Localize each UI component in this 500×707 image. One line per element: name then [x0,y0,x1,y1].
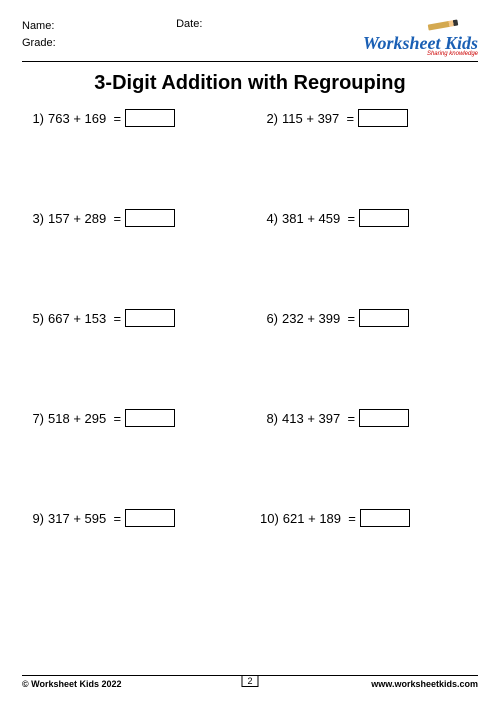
answer-box[interactable] [125,309,175,327]
problem-number: 8) [260,411,278,426]
problem-expression: 232 + 399 = [282,311,355,326]
problem-expression: 621 + 189 = [283,511,356,526]
problem-number: 7) [26,411,44,426]
problem-number: 2) [260,111,278,126]
worksheet-header: Name: Grade: Date: Worksheet Kids Sharin… [22,18,478,62]
answer-box[interactable] [125,209,175,227]
answer-box[interactable] [125,409,175,427]
date-label: Date: [176,18,202,30]
page-title: 3-Digit Addition with Regrouping [22,72,478,95]
name-label: Name: [22,18,56,35]
answer-box[interactable] [359,409,409,427]
answer-box[interactable] [358,109,408,127]
answer-box[interactable] [359,209,409,227]
problem-expression: 115 + 397 = [282,111,354,126]
problem-7: 7) 518 + 295 = [26,409,240,427]
problem-number: 1) [26,111,44,126]
copyright-text: © Worksheet Kids 2022 [22,679,122,689]
student-info: Name: Grade: [22,18,56,51]
problem-number: 4) [260,211,278,226]
problem-expression: 317 + 595 = [48,511,121,526]
answer-box[interactable] [125,509,175,527]
problem-5: 5) 667 + 153 = [26,309,240,327]
pencil-icon [428,19,459,30]
worksheet-footer: © Worksheet Kids 2022 2 www.worksheetkid… [22,675,478,689]
problem-number: 10) [260,511,279,526]
problems-grid: 1) 763 + 169 = 2) 115 + 397 = 3) 157 + 2… [22,109,478,527]
logo-title: Worksheet Kids [363,33,478,53]
problem-expression: 763 + 169 = [48,111,121,126]
problem-2: 2) 115 + 397 = [260,109,474,127]
problem-number: 5) [26,311,44,326]
page-number: 2 [241,675,258,687]
answer-box[interactable] [359,309,409,327]
problem-expression: 381 + 459 = [282,211,355,226]
problem-number: 9) [26,511,44,526]
problem-number: 6) [260,311,278,326]
problem-6: 6) 232 + 399 = [260,309,474,327]
website-url: www.worksheetkids.com [371,679,478,689]
problem-9: 9) 317 + 595 = [26,509,240,527]
problem-10: 10) 621 + 189 = [260,509,474,527]
problem-8: 8) 413 + 397 = [260,409,474,427]
problem-expression: 518 + 295 = [48,411,121,426]
problem-1: 1) 763 + 169 = [26,109,240,127]
grade-label: Grade: [22,35,56,52]
answer-box[interactable] [125,109,175,127]
problem-expression: 157 + 289 = [48,211,121,226]
problem-number: 3) [26,211,44,226]
problem-4: 4) 381 + 459 = [260,209,474,227]
problem-3: 3) 157 + 289 = [26,209,240,227]
problem-expression: 667 + 153 = [48,311,121,326]
brand-logo: Worksheet Kids Sharing knowledge [363,18,478,57]
problem-expression: 413 + 397 = [282,411,355,426]
answer-box[interactable] [360,509,410,527]
